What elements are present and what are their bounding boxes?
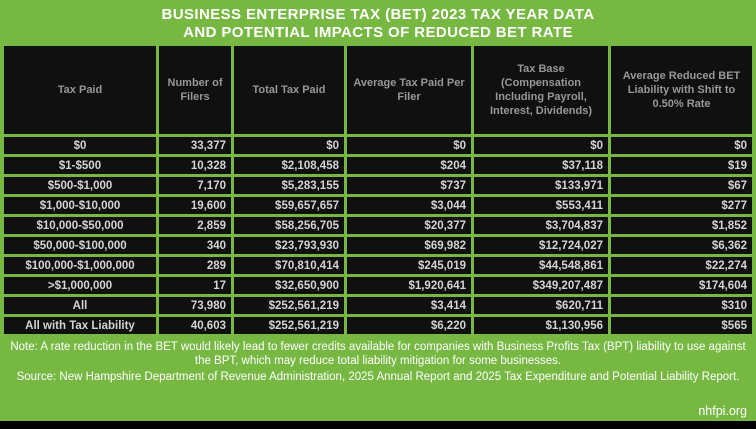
value-cell: $133,971 [474,177,608,194]
table-row: >$1,000,000 17 $32,650,900 $1,920,641 $349,2… [4,277,752,294]
value-cell: 33,377 [159,137,231,154]
header-row: Tax Paid Number of Filers Total Tax Paid Av… [4,46,752,134]
value-cell: $32,650,900 [234,277,344,294]
row-label-cell: $0 [4,137,156,154]
table-row: $0 33,377 $0 $0 $0 $0 [4,137,752,154]
row-label-cell: >$1,000,000 [4,277,156,294]
value-cell: 40,603 [159,317,231,334]
value-cell: $349,207,487 [474,277,608,294]
value-cell: $737 [347,177,471,194]
bet-data-table: Tax Paid Number of Filers Total Tax Paid Av… [1,43,755,337]
table-row: $500-$1,000 7,170 $5,283,155 $737 $133,971 $6… [4,177,752,194]
value-cell: 17 [159,277,231,294]
value-cell: $58,256,705 [234,217,344,234]
value-cell: $44,548,861 [474,257,608,274]
value-cell: $204 [347,157,471,174]
source-text: Source: New Hampshire Department of Reve… [16,371,740,383]
value-cell: 10,328 [159,157,231,174]
bottom-bar [0,421,756,429]
table-body: $0 33,377 $0 $0 $0 $0 $1-$500 10,328 $2,108,458 $… [4,137,752,334]
row-label-cell: All [4,297,156,314]
value-cell: 7,170 [159,177,231,194]
value-cell: $310 [611,297,752,314]
value-cell: $0 [347,137,471,154]
value-cell: $1,852 [611,217,752,234]
value-cell: $252,561,219 [234,297,344,314]
value-cell: $70,810,414 [234,257,344,274]
value-cell: 2,859 [159,217,231,234]
title-block: BUSINESS ENTERPRISE TAX (BET) 2023 TAX Y… [0,0,756,42]
value-cell: $3,414 [347,297,471,314]
table-row: $10,000-$50,000 2,859 $58,256,705 $20,377 $3… [4,217,752,234]
note-text: Note: A rate reduction in the BET would … [10,341,746,367]
table-row: All 73,980 $252,561,219 $3,414 $620,711 $310 [4,297,752,314]
value-cell: $1,130,956 [474,317,608,334]
value-cell: $59,657,657 [234,197,344,214]
value-cell: $252,561,219 [234,317,344,334]
column-header-0: Tax Paid [4,46,156,134]
table-row: All with Tax Liability 40,603 $252,561,219… [4,317,752,334]
value-cell: $565 [611,317,752,334]
title-line-1: BUSINESS ENTERPRISE TAX (BET) 2023 TAX Y… [161,6,595,23]
value-cell: $553,411 [474,197,608,214]
website-link[interactable]: nhfpi.org [698,404,747,418]
value-cell: $20,377 [347,217,471,234]
value-cell: $67 [611,177,752,194]
value-cell: $3,704,837 [474,217,608,234]
value-cell: $1,920,641 [347,277,471,294]
row-label-cell: $1,000-$10,000 [4,197,156,214]
value-cell: $3,044 [347,197,471,214]
value-cell: $620,711 [474,297,608,314]
row-label-cell: $500-$1,000 [4,177,156,194]
column-header-4: Tax Base (Compensation Including Payroll… [474,46,608,134]
row-label-cell: $50,000-$100,000 [4,237,156,254]
value-cell: $245,019 [347,257,471,274]
table-row: $50,000-$100,000 340 $23,793,930 $69,982 $12… [4,237,752,254]
column-header-5: Average Reduced BET Liability with Shift… [611,46,752,134]
value-cell: $0 [474,137,608,154]
row-label-cell: $1-$500 [4,157,156,174]
row-label-cell: $100,000-$1,000,000 [4,257,156,274]
value-cell: $19 [611,157,752,174]
value-cell: 289 [159,257,231,274]
row-label-cell: $10,000-$50,000 [4,217,156,234]
table-row: $1,000-$10,000 19,600 $59,657,657 $3,044 $55… [4,197,752,214]
value-cell: $5,283,155 [234,177,344,194]
table-row: $100,000-$1,000,000 289 $70,810,414 $245,01… [4,257,752,274]
column-header-3: Average Tax Paid Per Filer [347,46,471,134]
column-header-2: Total Tax Paid [234,46,344,134]
value-cell: $37,118 [474,157,608,174]
value-cell: $2,108,458 [234,157,344,174]
value-cell: $277 [611,197,752,214]
value-cell: 73,980 [159,297,231,314]
table-row: $1-$500 10,328 $2,108,458 $204 $37,118 $19 [4,157,752,174]
value-cell: $12,724,027 [474,237,608,254]
value-cell: $6,220 [347,317,471,334]
value-cell: $174,604 [611,277,752,294]
column-header-1: Number of Filers [159,46,231,134]
value-cell: $22,274 [611,257,752,274]
row-label-cell: All with Tax Liability [4,317,156,334]
value-cell: $0 [611,137,752,154]
title-line-2: AND POTENTIAL IMPACTS OF REDUCED BET RAT… [183,24,573,41]
value-cell: 19,600 [159,197,231,214]
value-cell: 340 [159,237,231,254]
value-cell: $6,362 [611,237,752,254]
value-cell: $0 [234,137,344,154]
value-cell: $23,793,930 [234,237,344,254]
value-cell: $69,982 [347,237,471,254]
